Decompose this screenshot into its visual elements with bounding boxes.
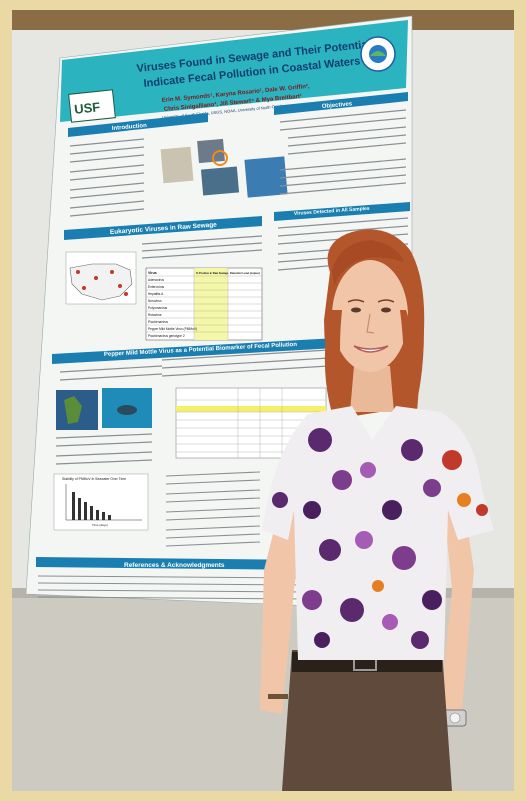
- table-header-positive: % Positive in Raw Sewage: [196, 271, 229, 275]
- table-row: Picobirnavirus genotype 2: [148, 334, 185, 338]
- intro-photo-lab: [197, 138, 225, 164]
- scene: Viruses Found in Sewage and Their Potent…: [12, 10, 514, 791]
- smile: [353, 345, 389, 353]
- pmmov-photo-diver-figure: [117, 405, 137, 415]
- section-bar-detected: [274, 202, 410, 221]
- hair-fringe: [332, 240, 404, 286]
- us-map-sites: [76, 270, 128, 296]
- intro-photo-coast: [200, 166, 240, 196]
- bracelet: [268, 694, 288, 699]
- poster: Viruses Found in Sewage and Their Potent…: [25, 15, 413, 611]
- stability-chart: Stability of PMMoV in Seawater Over Time…: [53, 473, 149, 531]
- nose: [366, 313, 375, 334]
- us-map: [69, 263, 133, 301]
- board-top-rail: [12, 10, 514, 30]
- section-objectives: Objectives: [322, 101, 353, 110]
- section-bar-introduction: [68, 113, 208, 137]
- table-row: Hepatitis A: [148, 292, 164, 296]
- neck: [350, 366, 394, 412]
- table-row: Norovirus: [148, 299, 162, 303]
- table-row: Rotavirus: [148, 313, 162, 317]
- right-arm: [440, 480, 474, 730]
- table-header-virus: Virus: [148, 271, 157, 275]
- watch-face: [449, 712, 461, 724]
- right-eye: [381, 307, 391, 313]
- intro-photo-beach: [244, 156, 288, 198]
- section-bar-eukaryotic: [64, 216, 262, 240]
- table-header-detection: Detection Level (copies): [230, 271, 260, 275]
- chart-bars: [72, 492, 111, 520]
- table-row: Adenovirus: [148, 278, 164, 282]
- chart-xlabel: Time (days): [92, 523, 108, 527]
- intro-text-block: [69, 138, 145, 217]
- pmmov-photo-landmass: [64, 396, 82, 424]
- hair-left: [324, 310, 348, 420]
- left-eye: [351, 307, 361, 313]
- virus-table: Virus Adenovirus Enterovirus Hepatitis A…: [145, 267, 263, 341]
- right-eyebrow: [377, 299, 395, 303]
- table-row: Pepper Mild Mottle Virus (PMMoV): [148, 327, 197, 331]
- section-bar-objectives: [274, 92, 408, 115]
- chart-title: Stability of PMMoV in Seawater Over Time: [62, 477, 126, 481]
- hair-right: [398, 310, 419, 430]
- person: [260, 229, 494, 791]
- section-detected: Viruses Detected in All Samples: [294, 206, 370, 217]
- section-references: References & Acknowledgments: [124, 562, 225, 569]
- left-eyebrow: [347, 299, 365, 303]
- epa-seal-leaf: [370, 51, 386, 56]
- section-bar-pmmov: [52, 336, 372, 364]
- section-introduction: Introduction: [112, 123, 148, 132]
- eukaryotic-text-block: [141, 235, 263, 259]
- pmmov-right-text: [165, 471, 261, 547]
- pants: [282, 650, 452, 791]
- table-row: Enterovirus: [148, 285, 165, 289]
- title-band: [60, 20, 408, 122]
- table-row: Picobirnavirus: [148, 320, 168, 324]
- cycle-arrow: [212, 150, 228, 166]
- blouse-pattern: [272, 428, 488, 649]
- intro-photo-sewage: [160, 146, 194, 184]
- photograph: Viruses Found in Sewage and Their Potent…: [12, 10, 514, 791]
- usf-logo: [68, 89, 116, 123]
- usf-logo-text: USF: [73, 99, 100, 117]
- section-bar-references: [36, 557, 312, 570]
- left-arm: [260, 490, 304, 714]
- objectives-text-block: [279, 109, 407, 195]
- table-row: Polyomavirus: [148, 306, 168, 310]
